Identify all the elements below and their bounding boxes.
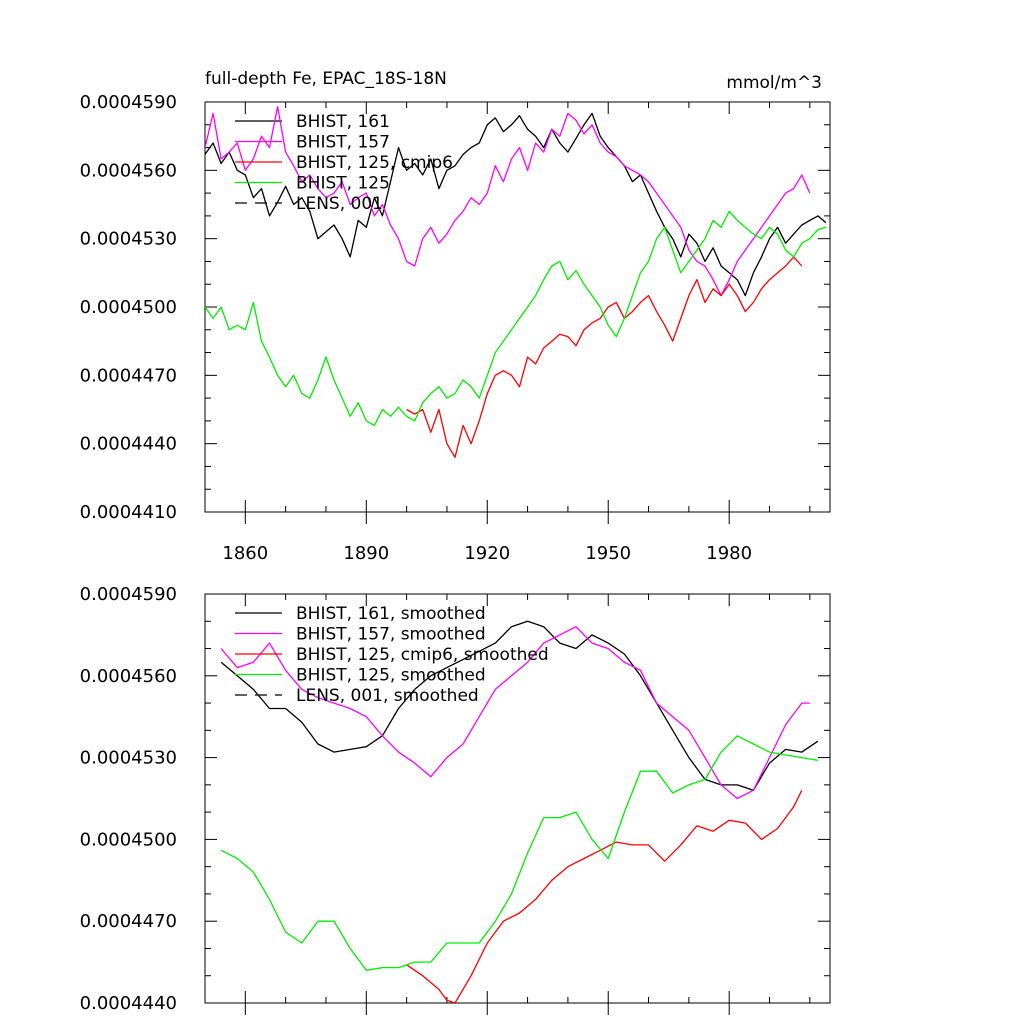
y-tick-label: 0.0004560 — [80, 666, 177, 687]
legend-label-4: BHIST, 125 — [296, 174, 390, 194]
x-tick-label: 1890 — [343, 543, 389, 564]
legend-label-1: BHIST, 161, smoothed — [296, 604, 486, 624]
legend-label-3: BHIST, 125, cmip6 — [296, 153, 453, 173]
x-tick-label: 1950 — [585, 543, 631, 564]
y-tick-label: 0.0004590 — [80, 584, 177, 605]
series-line-3 — [406, 256, 803, 458]
chart-title: full-depth Fe, EPAC_18S-18N — [205, 69, 447, 89]
legend-label-5: LENS, 001 — [296, 194, 383, 214]
series-line-1 — [220, 620, 819, 791]
y-tick-label: 0.0004440 — [80, 434, 177, 455]
series-line-4 — [205, 210, 827, 427]
y-tick-label: 0.0004470 — [80, 911, 177, 932]
x-tick-label: 1860 — [222, 543, 268, 564]
legend-label-5: LENS, 001, smoothed — [296, 686, 479, 706]
plot-frame — [204, 593, 831, 1004]
y-tick-label: 0.0004530 — [80, 229, 177, 250]
series-line-1 — [205, 112, 827, 297]
chart-panel-2: 0.0004440 0.0004470 0.0004500 0.0004530 0.00… — [80, 584, 831, 1015]
y-tick-label: 0.0004500 — [80, 829, 177, 850]
chart-panel-1: 0.0004410 0.0004440 0.0004470 0.0004500 0.00… — [80, 69, 831, 564]
units-label: mmol/m^3 — [726, 73, 822, 93]
legend-label-2: BHIST, 157, smoothed — [296, 625, 486, 645]
y-tick-label: 0.0004410 — [80, 502, 177, 523]
legend-label-4: BHIST, 125, smoothed — [296, 666, 486, 686]
y-tick-label: 0.0004470 — [80, 365, 177, 386]
y-tick-label: 0.0004530 — [80, 748, 177, 769]
series-line-2 — [205, 105, 811, 297]
legend-label-2: BHIST, 157 — [296, 133, 390, 153]
y-tick-label: 0.0004560 — [80, 160, 177, 181]
x-tick-label: 1980 — [706, 543, 752, 564]
x-tick-label: 1920 — [464, 543, 510, 564]
y-tick-label: 0.0004500 — [80, 297, 177, 318]
series-line-2 — [220, 626, 810, 800]
y-tick-label: 0.0004590 — [80, 92, 177, 113]
y-tick-label: 0.0004440 — [80, 993, 177, 1014]
legend-label-1: BHIST, 161 — [296, 112, 390, 132]
series-line-4 — [220, 735, 819, 971]
series-line-3 — [406, 790, 803, 1003]
legend-label-3: BHIST, 125, cmip6, smoothed — [296, 645, 549, 665]
